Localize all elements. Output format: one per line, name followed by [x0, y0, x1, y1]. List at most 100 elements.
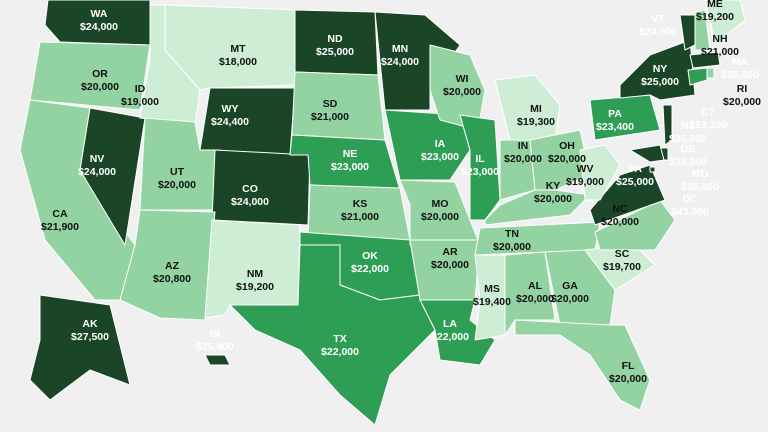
state-label: GA [562, 280, 578, 292]
state-value: $20,000 [431, 259, 469, 271]
state-region [204, 354, 231, 366]
state-label: ND [327, 33, 343, 45]
state-label: NH [712, 33, 727, 45]
state-value: $20,000 [81, 81, 119, 93]
state-value: $19,200 [236, 281, 274, 293]
state-value: $19,400 [473, 296, 511, 308]
state-value: $20,800 [153, 273, 191, 285]
state-label: AR [442, 246, 458, 258]
state-value: $25,000 [669, 133, 707, 145]
state-value: $20,000 [609, 373, 647, 385]
state-label: CO [242, 183, 258, 195]
state-label: MD [692, 168, 709, 180]
state-value: $19,000 [121, 96, 159, 108]
state-value: $20,000 [158, 179, 196, 191]
state-region [649, 166, 656, 173]
state-region [514, 319, 651, 411]
state-region [619, 39, 696, 101]
state-label: NV [90, 153, 105, 165]
state-label: WI [456, 73, 469, 85]
state-value: $20,000 [493, 241, 531, 253]
state-label: LA [443, 318, 457, 330]
state-label: UT [170, 166, 185, 178]
state-value: $24,000 [231, 196, 269, 208]
state-region [589, 94, 661, 141]
state-value: $24,400 [211, 116, 249, 128]
state-region [579, 144, 621, 201]
state-value: $20,000 [534, 193, 572, 205]
state-value: $22,000 [351, 263, 389, 275]
state-label: IA [435, 138, 446, 150]
state-label: OR [92, 68, 108, 80]
state-label: PA [608, 108, 622, 120]
state-region [529, 129, 591, 191]
state-value: $27,500 [71, 331, 109, 343]
state-value: $20,000 [516, 293, 554, 305]
state-value: $23,000 [331, 161, 369, 173]
state-value: $22,000 [321, 346, 359, 358]
state-label: NM [247, 268, 264, 280]
state-label: DC [682, 193, 698, 205]
state-value: $25,000 [641, 76, 679, 88]
state-label: NJ [681, 120, 695, 132]
state-region [544, 249, 616, 326]
state-value: $23,300 [689, 119, 727, 131]
state-region [419, 299, 496, 366]
state-label: NY [653, 63, 668, 75]
state-label: MO [432, 198, 449, 210]
state-region [79, 107, 146, 246]
state-value: $22,000 [431, 331, 469, 343]
state-region [689, 51, 721, 69]
state-value: $20,000 [723, 96, 761, 108]
state-value: $19,700 [603, 261, 641, 273]
state-region [504, 251, 556, 336]
state-label: IN [518, 140, 529, 152]
state-region [694, 9, 711, 51]
state-value: $20,000 [421, 211, 459, 223]
state-label: WY [222, 103, 239, 115]
state-value: $20,000 [601, 216, 639, 228]
state-value: $24,000 [639, 26, 677, 38]
state-value: $25,900 [196, 341, 234, 353]
state-value: $20,000 [443, 86, 481, 98]
state-value: $24,000 [78, 166, 116, 178]
state-value: $18,000 [219, 56, 257, 68]
state-region [494, 74, 561, 141]
state-label: SD [323, 98, 338, 110]
state-region [474, 254, 506, 341]
state-label: RI [737, 83, 748, 95]
state-value: $19,300 [517, 116, 555, 128]
state-value: $23,000 [421, 151, 459, 163]
state-label: MA [732, 56, 749, 68]
state-value: $24,000 [381, 56, 419, 68]
state-region [687, 67, 708, 86]
state-label: MS [484, 283, 500, 295]
state-value: $26,000 [681, 181, 719, 193]
state-label: MN [392, 43, 408, 55]
state-value: $23,000 [461, 166, 499, 178]
state-region [119, 209, 216, 321]
state-value: $20,000 [551, 293, 589, 305]
state-label: MI [530, 103, 542, 115]
state-label: CT [701, 106, 716, 118]
state-label: DE [681, 143, 696, 155]
state-value: $25,000 [721, 69, 759, 81]
state-label: TN [505, 228, 519, 240]
state-label: FL [622, 360, 635, 372]
state-label: WV [577, 163, 594, 175]
state-region [291, 71, 386, 141]
state-value: $19,000 [566, 176, 604, 188]
state-value: $25,000 [616, 176, 654, 188]
state-region [589, 164, 666, 226]
state-region [29, 294, 131, 401]
state-value: $19,200 [696, 11, 734, 23]
state-label: WA [91, 8, 108, 20]
state-region [484, 189, 591, 226]
state-label: AL [528, 280, 543, 292]
state-value: $24,000 [80, 21, 118, 33]
state-region [704, 0, 746, 46]
state-value: $21,000 [341, 211, 379, 223]
state-label: NC [612, 203, 628, 215]
